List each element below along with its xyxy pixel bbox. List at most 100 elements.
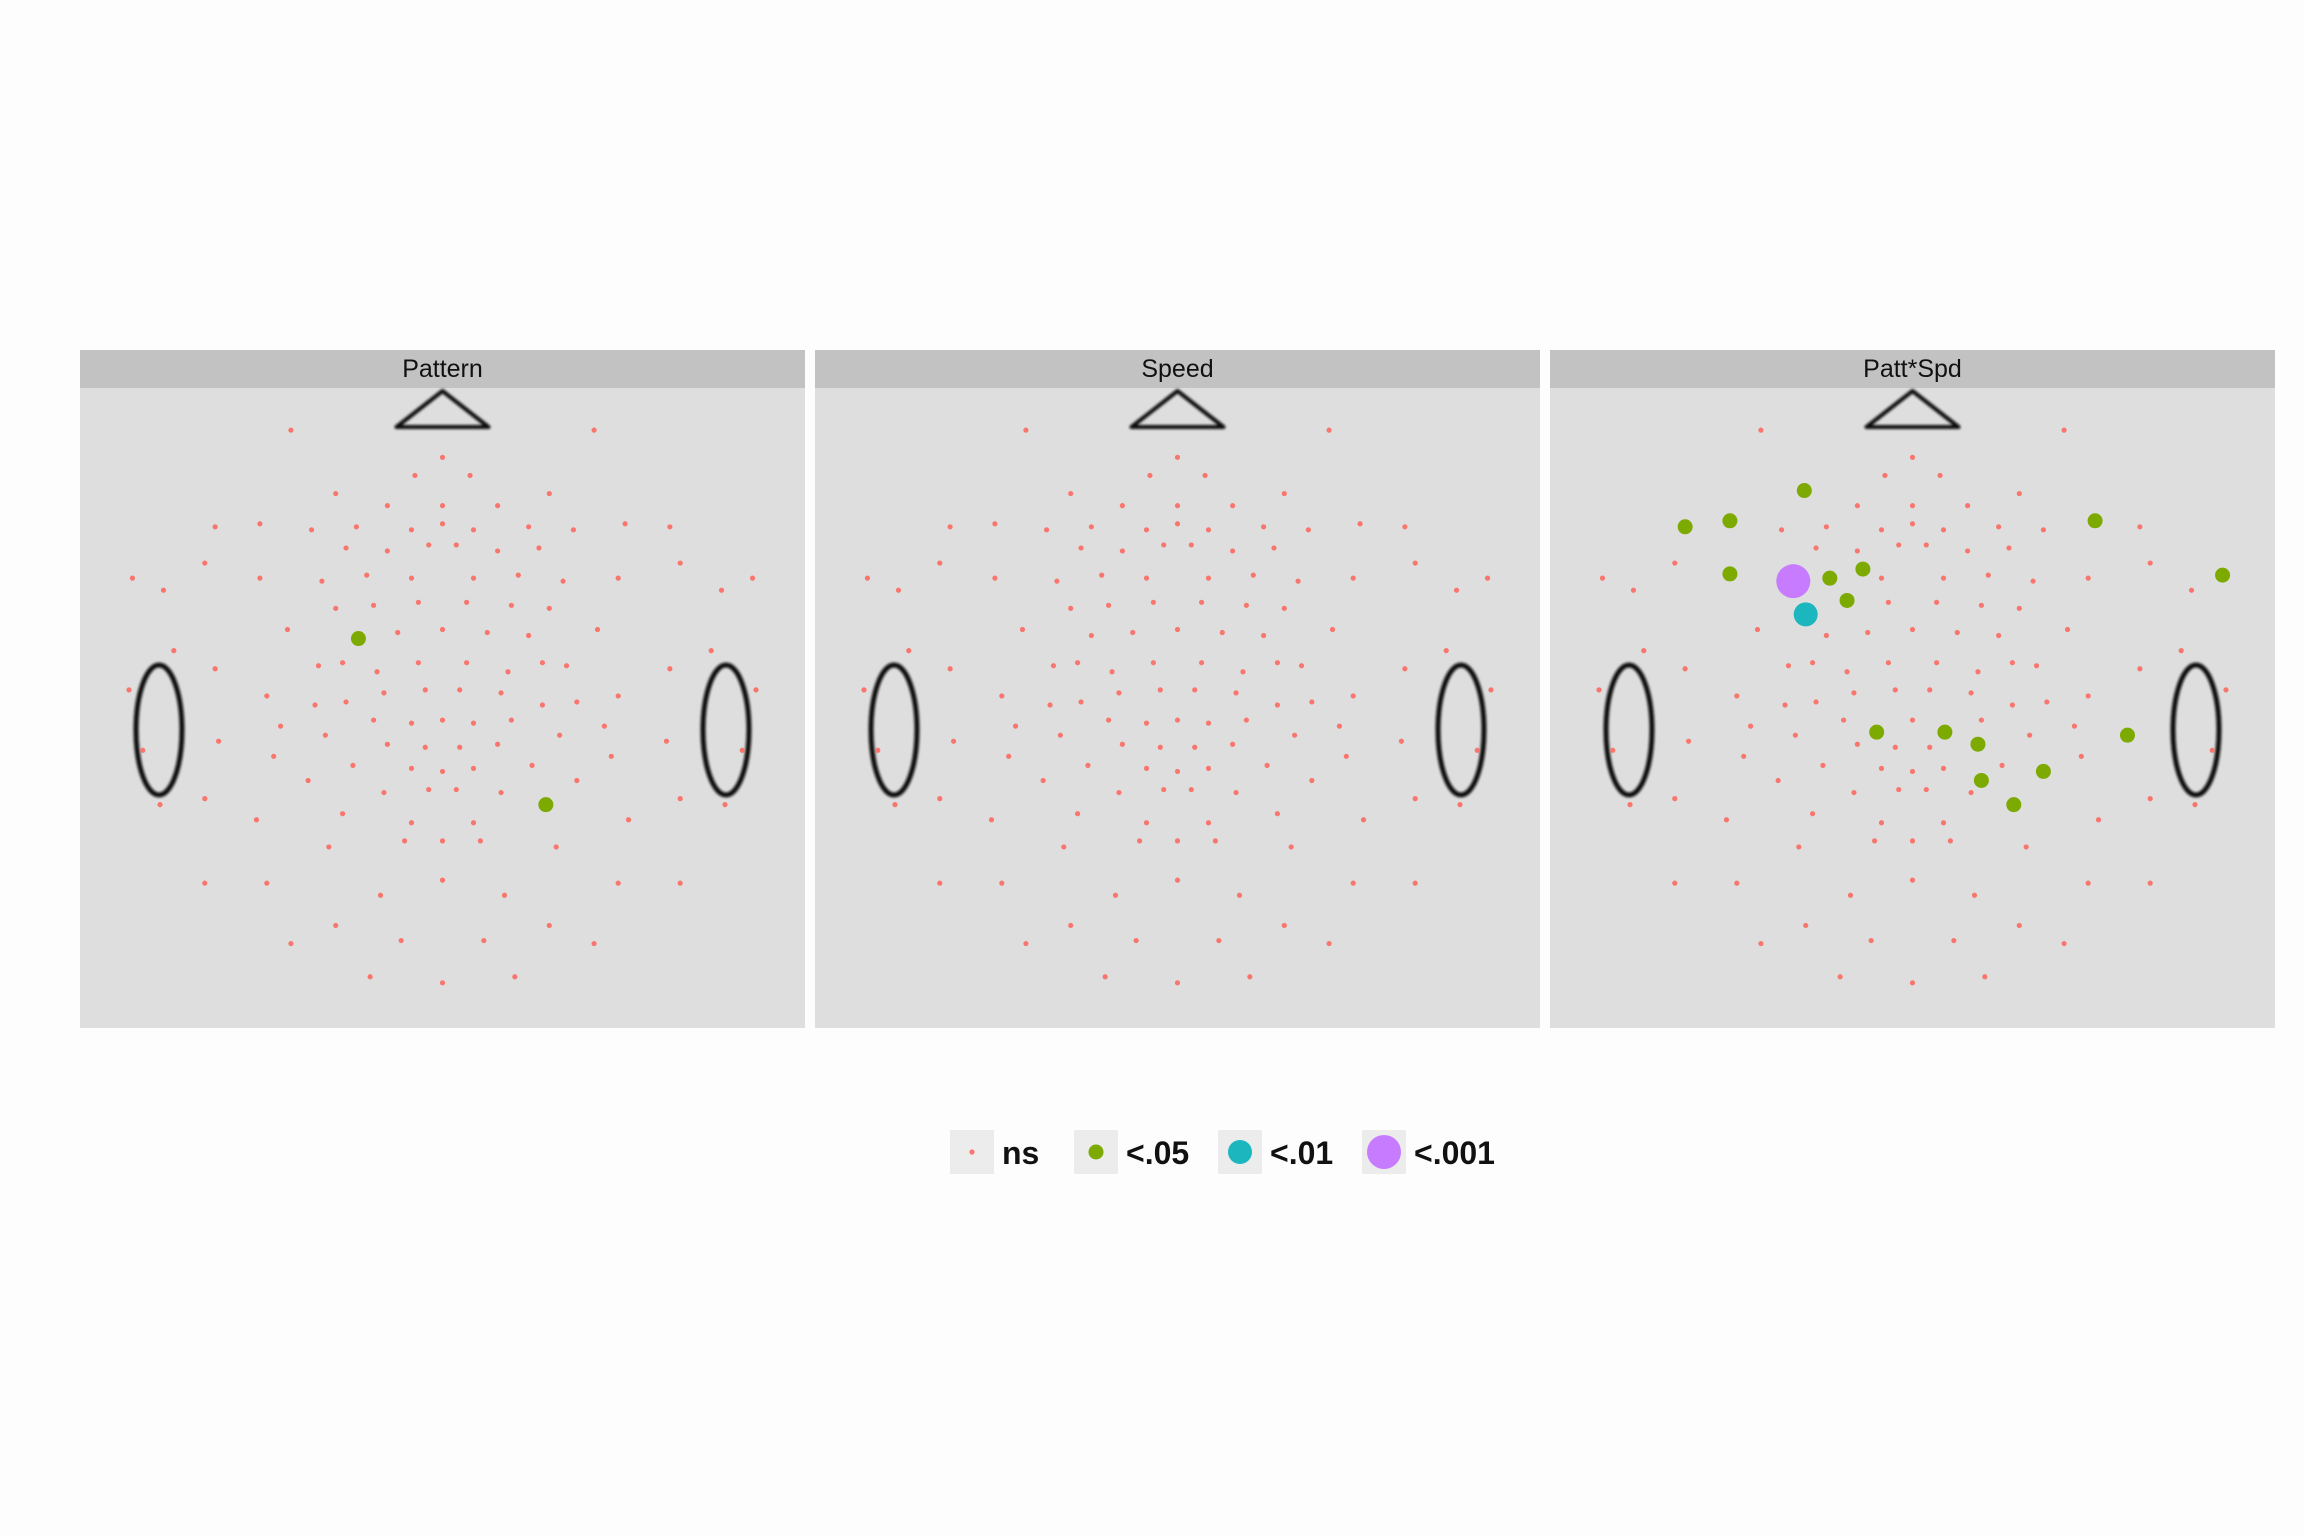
electrode-ns	[1074, 660, 1081, 666]
electrode-ns	[1747, 723, 1754, 729]
electrode-ns	[615, 693, 621, 699]
electrode-ns	[1412, 796, 1418, 802]
electrode-ns	[937, 560, 943, 566]
electrode-ns	[667, 666, 673, 672]
electrode-ns	[2085, 575, 2091, 581]
electrode-ns	[1119, 548, 1125, 554]
electrode-ns	[319, 578, 325, 584]
electrode-ns	[1940, 527, 1947, 533]
left-ear-marker	[133, 662, 185, 798]
electrode-ns	[1088, 524, 1094, 530]
electrode-ns	[1219, 629, 1225, 636]
electrode-ns	[1975, 669, 1981, 675]
legend-label: <.05	[1126, 1135, 1189, 1171]
electrode-ns	[1968, 789, 1974, 796]
electrode-ns	[1971, 892, 1978, 898]
electrode-ns	[2147, 880, 2153, 886]
electrode-ns	[570, 527, 577, 533]
electrode-ns	[937, 796, 943, 802]
electrode-ns	[1143, 575, 1150, 581]
electrode-ns	[253, 817, 260, 823]
electrode-ns	[264, 693, 270, 699]
electrode-ns	[539, 702, 546, 708]
electrode-ns	[1785, 663, 1792, 669]
electrode-ns	[439, 521, 446, 527]
electrode-ns	[1336, 723, 1343, 729]
electrode-ns	[384, 503, 390, 509]
legend-swatch	[1228, 1140, 1252, 1164]
electrode-ns	[1261, 632, 1267, 639]
electrode-ns	[2078, 753, 2084, 759]
electrode-ns	[1402, 524, 1408, 530]
electrode-p05	[2087, 513, 2103, 529]
electrode-points	[126, 427, 759, 986]
electrode-ns	[1872, 838, 1878, 844]
electrode-ns	[202, 880, 208, 886]
electrode-ns	[453, 786, 459, 793]
electrode-ns	[140, 747, 146, 753]
electrode-ns	[992, 521, 998, 527]
electrode-ns	[402, 838, 408, 844]
electrode-ns	[1106, 717, 1112, 723]
electrode-ns	[1909, 626, 1916, 633]
electrode-ns	[1040, 777, 1046, 784]
electrode-ns	[1161, 542, 1167, 548]
nose-marker	[394, 389, 491, 429]
electrode-ns	[470, 527, 477, 533]
electrode-ns	[2061, 940, 2067, 947]
electrode-ns	[1823, 524, 1829, 530]
electrode-ns	[1940, 575, 1947, 581]
electrode-ns	[508, 602, 514, 608]
electrode-ns	[1823, 632, 1829, 639]
electrode-ns	[1820, 762, 1826, 768]
electrode-ns	[1174, 503, 1181, 509]
electrode-ns	[1112, 892, 1119, 898]
electrode-ns	[464, 660, 470, 666]
electrode-ns	[560, 578, 566, 584]
electrode-ns	[1216, 937, 1222, 944]
electrode-ns	[1844, 669, 1850, 675]
electrode-p05	[1822, 570, 1838, 586]
electrode-ns	[947, 524, 953, 530]
electrode-ns	[1841, 717, 1847, 723]
electrode-ns	[1137, 838, 1143, 844]
electrode-ns	[1896, 542, 1902, 548]
electrode-ns	[677, 880, 683, 886]
electrode-ns	[1240, 669, 1246, 675]
electrode-ns	[1116, 789, 1122, 796]
electrode-ns	[563, 663, 570, 669]
electrode-ns	[1398, 738, 1405, 744]
electrode-ns	[1457, 802, 1463, 808]
electrode-ns	[1809, 811, 1816, 817]
electrode-ns	[288, 427, 294, 433]
electrode-ns	[1892, 687, 1898, 693]
electrode-ns	[739, 747, 745, 753]
electrode-ns	[1599, 575, 1606, 581]
electrode-ns	[1174, 717, 1181, 723]
electrode-ns	[415, 660, 421, 666]
electrode-ns	[1106, 602, 1112, 608]
electrode-ns	[1909, 768, 1916, 775]
electrode-ns	[1326, 940, 1332, 947]
legend-label: <.01	[1270, 1135, 1333, 1171]
electrode-ns	[426, 786, 432, 793]
electrode-ns	[2085, 693, 2091, 699]
electrode-ns	[1274, 660, 1281, 666]
electrode-ns	[1854, 548, 1860, 554]
electrode-ns	[1281, 605, 1287, 611]
electrode-ns	[1885, 599, 1891, 605]
electrode-ns	[129, 575, 136, 581]
electrode-ns	[439, 454, 446, 460]
electrode-ns	[364, 572, 370, 578]
nose-marker	[1864, 389, 1961, 429]
electrode-ns	[2027, 732, 2033, 738]
electrode-ns	[1851, 690, 1857, 696]
electrode-ns	[1630, 587, 1637, 593]
electrode-ns	[333, 605, 339, 611]
electrode-ns	[1934, 660, 1940, 666]
electrode-ns	[1061, 844, 1067, 850]
panel-strip	[1550, 350, 2275, 388]
electrode-ns	[1295, 578, 1301, 584]
electrode-ns	[212, 666, 218, 672]
electrode-ns	[1741, 753, 1747, 759]
